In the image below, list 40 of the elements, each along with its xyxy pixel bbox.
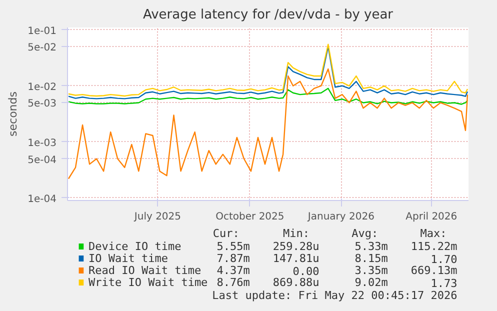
text: Avg: (352, 227, 378, 240)
text: 147.81u (272, 252, 320, 265)
text: 5.55m (216, 240, 250, 253)
y-tick-label: 5e-02 (28, 42, 57, 54)
legend-label: IO Wait time (88, 252, 168, 265)
chart-title: Average latency for /dev/vda - by year (142, 8, 394, 22)
y-tick-label: 5e-04 (28, 154, 57, 166)
text: 669.13m (410, 264, 458, 277)
y-axis-title: seconds (6, 91, 20, 136)
y-tick-label: 1e-01 (28, 26, 57, 37)
text: 8.76m (216, 276, 250, 289)
text: Min: (283, 227, 310, 240)
x-tick-label: January 2026 (306, 212, 374, 222)
line-series (68, 88, 468, 105)
y-tick-label: 5e-03 (28, 98, 57, 110)
legend-label: Read IO Wait time (88, 264, 202, 277)
text: 8.15m (354, 252, 388, 265)
line-series (68, 68, 468, 180)
y-tick-label: 1e-02 (28, 82, 57, 93)
x-tick-label: October 2025 (216, 212, 284, 222)
y-tick-label: 1e-03 (28, 138, 57, 149)
x-tick-label: July 2025 (133, 212, 182, 222)
text: 259.28u (272, 240, 320, 253)
legend-label: Write IO Wait time (88, 276, 208, 289)
text: 3.35m (354, 264, 388, 277)
text: 0.00 (292, 265, 320, 278)
text: 1.73 (430, 277, 458, 290)
text: 869.88u (272, 276, 320, 289)
text: 7.87m (216, 252, 250, 265)
text: 4.37m (216, 264, 250, 277)
text: 5.33m (354, 240, 388, 253)
text: Last update: Fri May 22 00:45:17 2026 (212, 289, 458, 302)
text: 9.02m (354, 276, 388, 289)
legend-label: Device IO time (88, 240, 182, 253)
text: 1.70 (430, 253, 458, 266)
y-tick-label: 1e-04 (28, 194, 57, 205)
text: Max: (420, 227, 447, 240)
x-tick-label: April 2026 (406, 212, 458, 222)
text: 115.22m (410, 240, 458, 253)
text: Cur: (212, 227, 240, 240)
